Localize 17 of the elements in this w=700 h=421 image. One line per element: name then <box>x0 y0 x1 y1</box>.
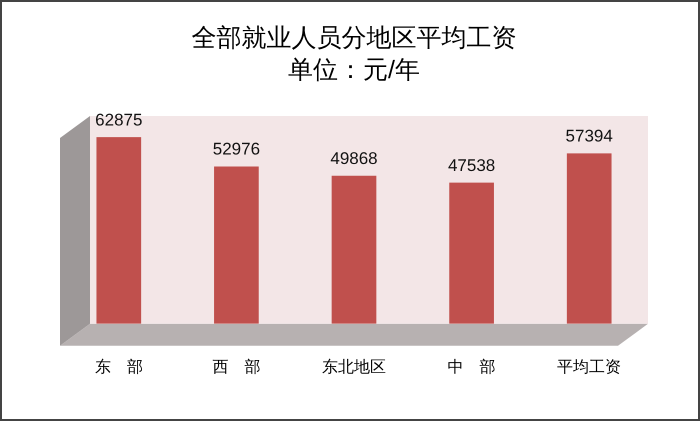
data-label: 62875 <box>95 110 142 130</box>
bar <box>332 176 376 324</box>
data-label: 52976 <box>212 140 260 159</box>
bar <box>449 182 494 324</box>
bar <box>214 166 259 324</box>
bar <box>566 153 612 324</box>
data-label: 49868 <box>330 148 378 168</box>
x-tick-label: 西 部 <box>212 358 260 376</box>
x-tick-label: 中 部 <box>448 358 496 376</box>
x-tick-label: 东北地区 <box>322 358 386 376</box>
data-label: 57394 <box>566 126 613 146</box>
data-label: 47538 <box>448 156 496 175</box>
x-tick-label: 平均工资 <box>557 358 622 376</box>
bar <box>96 137 142 324</box>
chart-subtitle: 单位：元/年 <box>288 56 420 84</box>
chart-title: 全部就业人员分地区平均工资 <box>192 24 516 52</box>
x-tick-label: 东 部 <box>94 358 143 376</box>
